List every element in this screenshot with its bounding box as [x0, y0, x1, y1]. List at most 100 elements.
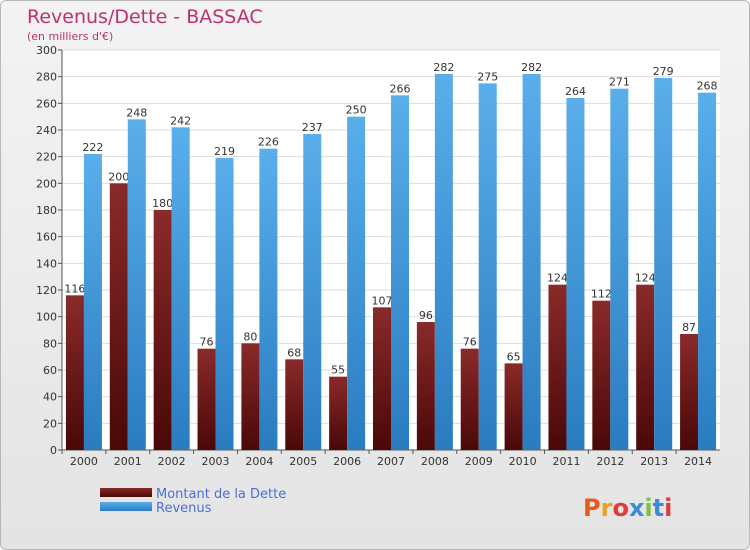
- x-tick-label: 2007: [377, 455, 405, 468]
- data-label: 80: [243, 330, 257, 343]
- bar-dette: [197, 348, 216, 450]
- bar-revenus: [566, 98, 585, 450]
- data-label: 65: [507, 350, 521, 363]
- bar-revenus: [347, 116, 366, 451]
- y-tick-label: 120: [36, 284, 57, 297]
- proxiti-logo: Proxiti: [583, 494, 672, 522]
- x-tick-label: 2011: [552, 455, 580, 468]
- x-tick-label: 2012: [596, 455, 624, 468]
- x-tick-label: 2005: [289, 455, 317, 468]
- plot-area: 0 20 40 60 80 100 120 140 160 180 200 220 240 260 280 3…: [36, 44, 720, 468]
- data-label: 219: [214, 145, 235, 158]
- legend-swatch: [100, 488, 152, 497]
- data-label: 242: [170, 114, 191, 127]
- bar-dette: [680, 334, 699, 450]
- bar-revenus: [654, 78, 673, 450]
- bar-revenus: [171, 127, 190, 450]
- data-label: 76: [463, 336, 477, 349]
- x-tick-label: 2009: [465, 455, 493, 468]
- x-tick-label: 2013: [640, 455, 668, 468]
- y-tick-label: 100: [36, 311, 57, 324]
- data-label: 124: [635, 272, 656, 285]
- data-label: 264: [565, 85, 586, 98]
- bar-dette: [592, 300, 611, 450]
- data-label: 68: [287, 346, 301, 359]
- bar-revenus: [698, 92, 717, 451]
- y-tick-label: 140: [36, 257, 57, 270]
- y-tick-label: 220: [36, 151, 57, 164]
- x-tick-label: 2003: [202, 455, 230, 468]
- y-tick-label: 60: [43, 364, 57, 377]
- bar-revenus: [83, 154, 102, 450]
- bar-dette: [548, 284, 567, 450]
- y-tick-label: 80: [43, 337, 57, 350]
- data-label: 279: [653, 65, 674, 78]
- bar-dette: [416, 322, 435, 450]
- y-tick-label: 160: [36, 231, 57, 244]
- data-label: 226: [258, 136, 279, 149]
- y-tick-label: 180: [36, 204, 57, 217]
- y-tick-label: 300: [36, 44, 57, 57]
- bar-revenus: [522, 74, 541, 450]
- data-label: 248: [126, 106, 147, 119]
- bar-revenus: [478, 83, 497, 450]
- x-tick-label: 2008: [421, 455, 449, 468]
- x-tick-label: 2006: [333, 455, 361, 468]
- bar-dette: [373, 307, 391, 450]
- legend-swatch: [100, 502, 152, 511]
- legend-label: Revenus: [156, 501, 212, 516]
- y-tick-label: 200: [36, 177, 57, 190]
- logo-text: Proxiti: [583, 494, 672, 522]
- data-label: 282: [433, 61, 454, 74]
- x-tick-label: 2014: [684, 455, 712, 468]
- x-tick-label: 2004: [245, 455, 273, 468]
- data-label: 222: [82, 141, 103, 154]
- bar-revenus: [127, 119, 146, 450]
- y-tick-label: 20: [43, 417, 57, 430]
- bar-dette: [504, 363, 523, 450]
- chart-title: Revenus/Dette - BASSAC: [27, 6, 263, 28]
- data-label: 237: [302, 121, 323, 134]
- data-label: 116: [64, 282, 85, 295]
- data-label: 124: [547, 272, 568, 285]
- bar-dette: [153, 210, 172, 450]
- data-label: 107: [372, 294, 393, 307]
- bar-revenus: [215, 158, 234, 450]
- bar-revenus: [303, 134, 322, 450]
- bar-dette: [460, 348, 479, 450]
- data-label: 180: [152, 197, 173, 210]
- bar-dette: [109, 183, 128, 451]
- y-tick-label: 280: [36, 71, 57, 84]
- bar-dette: [241, 343, 260, 450]
- data-label: 268: [697, 80, 718, 93]
- chart-subtitle: (en milliers d'€): [27, 30, 113, 43]
- data-label: 55: [331, 364, 345, 377]
- data-label: 271: [609, 76, 630, 89]
- x-tick-label: 2010: [509, 455, 537, 468]
- data-label: 275: [477, 70, 498, 83]
- data-label: 282: [521, 61, 542, 74]
- bar-dette: [329, 376, 348, 450]
- x-tick-label: 2001: [114, 455, 142, 468]
- x-tick-label: 2000: [70, 455, 98, 468]
- bar-dette: [636, 284, 655, 450]
- bar-revenus: [610, 88, 629, 451]
- bar-dette: [65, 295, 84, 450]
- data-label: 96: [419, 309, 433, 322]
- bar-revenus: [391, 95, 409, 450]
- y-tick-label: 0: [50, 444, 57, 457]
- data-label: 200: [108, 170, 129, 183]
- y-tick-label: 40: [43, 391, 57, 404]
- bar-dette: [285, 359, 304, 450]
- y-tick-label: 260: [36, 97, 57, 110]
- legend-label: Montant de la Dette: [156, 487, 286, 502]
- data-label: 266: [390, 82, 411, 95]
- data-label: 250: [346, 104, 367, 117]
- bar-revenus: [434, 74, 453, 450]
- y-tick-label: 240: [36, 124, 57, 137]
- bar-revenus: [259, 148, 278, 450]
- data-label: 76: [200, 336, 214, 349]
- x-tick-label: 2002: [158, 455, 186, 468]
